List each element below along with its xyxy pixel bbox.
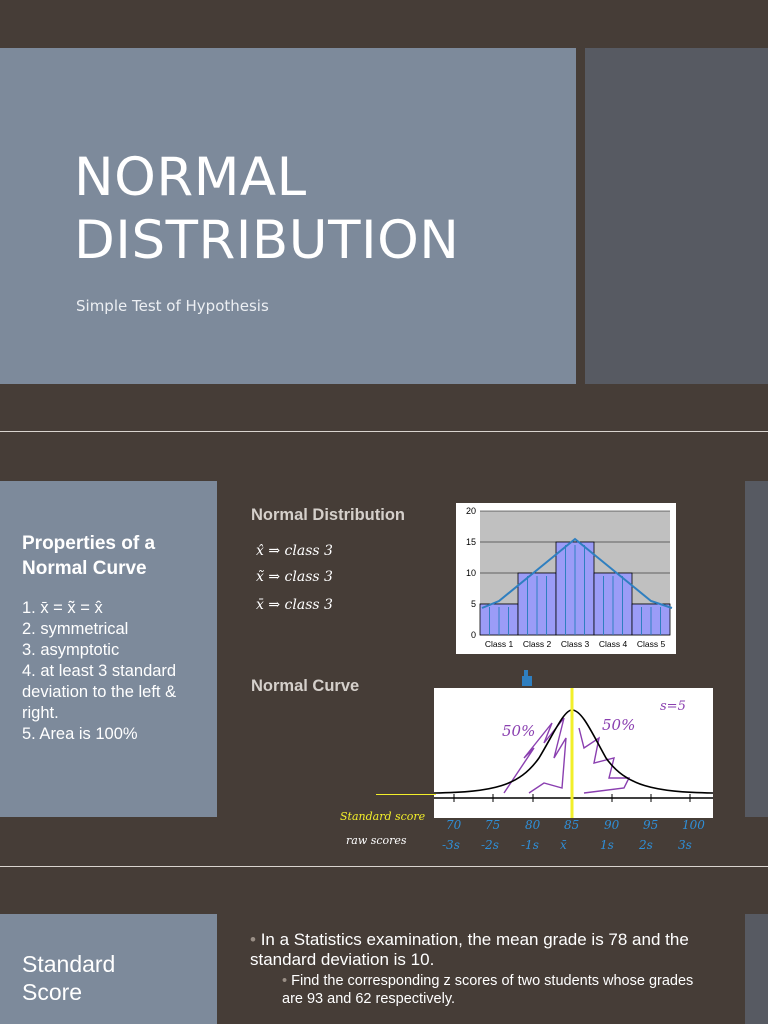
histogram-svg: 0 5 10 15 20 Class 1 Class 2 Class 3 Class 4 Clas… bbox=[466, 506, 673, 649]
shaded-area-right bbox=[578, 727, 631, 794]
bullet-dot-icon: • bbox=[250, 930, 261, 949]
property-item: 4. at least 3 standard deviation to the … bbox=[22, 662, 177, 722]
std-score-label: -3s bbox=[442, 838, 460, 852]
std-scores-row: -3s -2s -1s x̄ 1s 2s 3s bbox=[434, 838, 734, 858]
left-area-label: 50% bbox=[502, 722, 535, 740]
raw-score-label: 70 bbox=[446, 818, 462, 832]
right-area-label: 50% bbox=[602, 716, 635, 734]
bullet-1: • In a Statistics examination, the mean … bbox=[250, 930, 700, 970]
std-score-label: -1s bbox=[521, 838, 539, 852]
heading-line-2: Score bbox=[22, 979, 83, 1005]
x-tick-label: Class 5 bbox=[637, 639, 666, 649]
slide-title: NORMAL DISTRIBUTION bbox=[74, 146, 459, 272]
normal-distribution-label: Normal Distribution bbox=[251, 506, 406, 524]
title-side-panel bbox=[585, 48, 768, 384]
std-score-label: 2s bbox=[639, 838, 653, 852]
raw-score-label: 100 bbox=[682, 818, 705, 832]
raw-score-label: 95 bbox=[643, 818, 659, 832]
y-tick-label: 5 bbox=[471, 599, 476, 609]
heading-line-1: Standard bbox=[22, 951, 116, 977]
y-tick-label: 15 bbox=[466, 537, 476, 547]
properties-panel bbox=[0, 481, 217, 817]
slide-3-side-panel bbox=[745, 914, 768, 1024]
raw-score-label: 85 bbox=[564, 818, 580, 832]
property-item: 2. symmetrical bbox=[22, 620, 129, 638]
standard-score-label: Standard score bbox=[340, 810, 426, 823]
slide-2-side-panel bbox=[745, 481, 768, 817]
title-panel bbox=[0, 48, 576, 384]
property-item: 1. x̄ = x̃ = x̂ bbox=[22, 599, 103, 617]
raw-score-label: 90 bbox=[604, 818, 620, 832]
shaded-area-left bbox=[503, 717, 567, 794]
x-tick-label: Class 2 bbox=[523, 639, 552, 649]
bullet-dot-icon: • bbox=[282, 973, 292, 989]
std-score-label: x̄ bbox=[560, 838, 567, 852]
bullet-2: • Find the corresponding z scores of two… bbox=[282, 972, 702, 1008]
property-item: 3. asymptotic bbox=[22, 641, 120, 659]
title-line-2: DISTRIBUTION bbox=[74, 210, 460, 271]
histogram-chart: 0 5 10 15 20 Class 1 Class 2 Class 3 Class 4 Clas… bbox=[456, 503, 676, 654]
slide-subtitle: Simple Test of Hypothesis bbox=[76, 297, 269, 315]
standard-score-panel bbox=[0, 914, 217, 1024]
std-score-label: -2s bbox=[481, 838, 499, 852]
slide-separator bbox=[0, 431, 768, 432]
normal-curve-label: Normal Curve bbox=[251, 677, 360, 695]
x-tick-label: Class 4 bbox=[599, 639, 628, 649]
normal-curve-svg: 50% 50% s=5 bbox=[433, 688, 714, 818]
handwritten-note: x̂ ⇒ class 3 bbox=[256, 543, 333, 559]
pointer-cursor-icon bbox=[522, 670, 532, 686]
raw-scores-label: raw scores bbox=[346, 834, 407, 847]
y-tick-label: 0 bbox=[471, 630, 476, 640]
normal-curve-figure: 50% 50% s=5 bbox=[433, 688, 714, 818]
x-tick-label: Class 1 bbox=[485, 639, 514, 649]
bullet-1-text: In a Statistics examination, the mean gr… bbox=[250, 930, 689, 969]
bullet-2-text: Find the corresponding z scores of two s… bbox=[282, 973, 694, 1007]
slide-separator bbox=[0, 866, 768, 867]
std-score-label: 3s bbox=[678, 838, 692, 852]
standard-score-heading: Standard Score bbox=[22, 950, 115, 1006]
handwritten-note: x̄ ⇒ class 3 bbox=[256, 597, 333, 613]
property-item: 5. Area is 100% bbox=[22, 725, 138, 743]
standard-score-arrow bbox=[376, 794, 436, 795]
y-tick-label: 10 bbox=[466, 568, 476, 578]
raw-scores-row: 70 75 80 85 90 95 100 bbox=[434, 818, 724, 838]
freehand-curve bbox=[481, 537, 673, 609]
raw-score-label: 75 bbox=[485, 818, 501, 832]
handwritten-note: x̃ ⇒ class 3 bbox=[256, 569, 333, 585]
sd-label: s=5 bbox=[660, 699, 686, 714]
title-line-1: NORMAL bbox=[74, 147, 307, 208]
properties-heading: Properties of a Normal Curve bbox=[22, 533, 156, 579]
properties-list: 1. x̄ = x̃ = x̂ 2. symmetrical 3. asympt… bbox=[22, 598, 212, 745]
y-tick-label: 20 bbox=[466, 506, 476, 516]
x-tick-label: Class 3 bbox=[561, 639, 590, 649]
std-score-label: 1s bbox=[600, 838, 614, 852]
raw-score-label: 80 bbox=[525, 818, 541, 832]
